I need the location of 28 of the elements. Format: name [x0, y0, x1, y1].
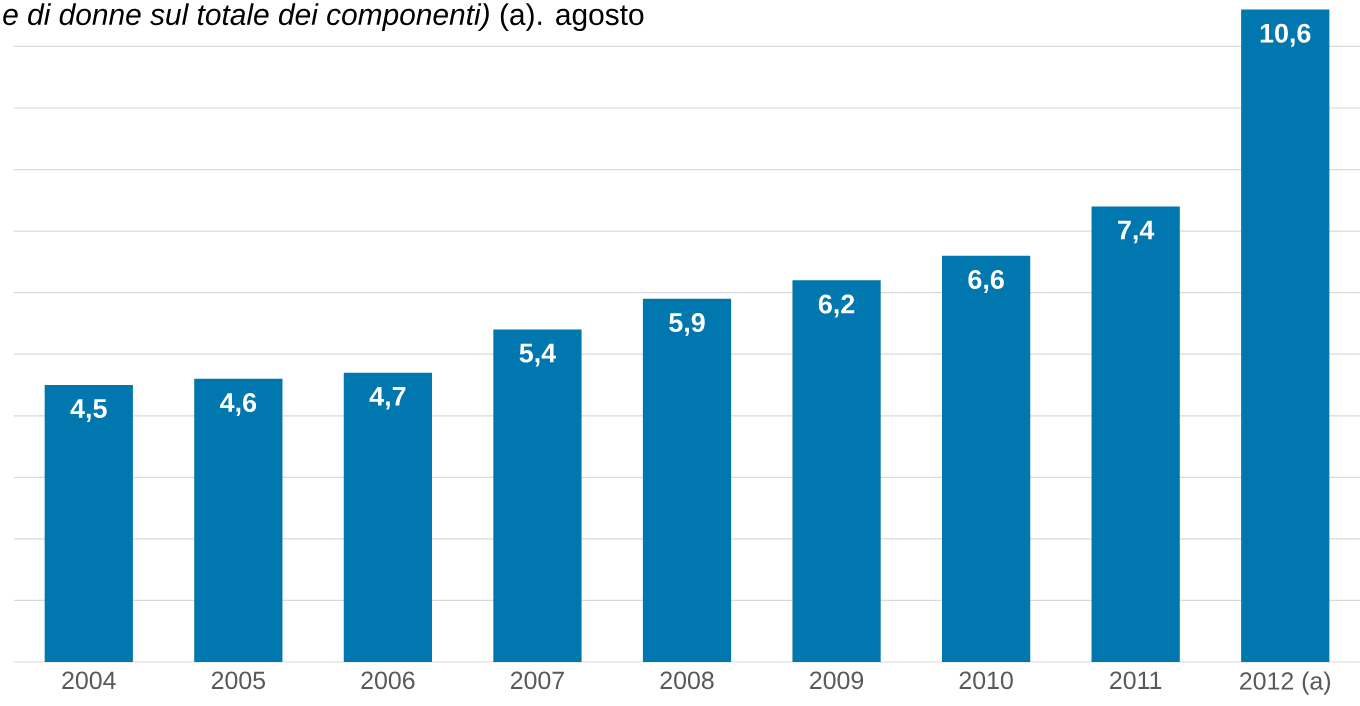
bar: [493, 329, 582, 662]
x-tick-label: 2009: [810, 671, 864, 690]
bar: [792, 280, 881, 662]
x-tick-label: 2006: [361, 671, 415, 690]
data-label: 7,4: [1118, 220, 1155, 244]
bar: [1241, 9, 1330, 662]
x-tick-label: 2010: [959, 671, 1013, 690]
x-tick-label: 2012 (a): [1240, 671, 1331, 695]
bar: [642, 298, 732, 662]
x-tick-label: 2004: [62, 671, 116, 690]
data-label: 6,2: [818, 294, 855, 318]
data-label: 5,9: [669, 313, 705, 336]
data-label: 5,4: [519, 343, 556, 367]
bar: [942, 255, 1031, 662]
bar: [44, 385, 133, 662]
x-tick-label: 2008: [660, 671, 714, 690]
bar: [1091, 206, 1180, 662]
x-tick-label: 2011: [1110, 671, 1162, 690]
bar: [343, 372, 433, 662]
bar: [194, 378, 283, 662]
data-label: 6,6: [968, 269, 1004, 293]
chart-title: e di donne sul totale dei componenti) (a). agosto: [3, 3, 644, 32]
x-tick-label: 2007: [511, 671, 564, 690]
data-label: 4,6: [220, 393, 257, 416]
data-label: 4,7: [369, 386, 406, 410]
data-label: 4,5: [70, 399, 107, 422]
data-label: 10,6: [1260, 23, 1311, 47]
x-tick-label: 2005: [211, 671, 265, 690]
